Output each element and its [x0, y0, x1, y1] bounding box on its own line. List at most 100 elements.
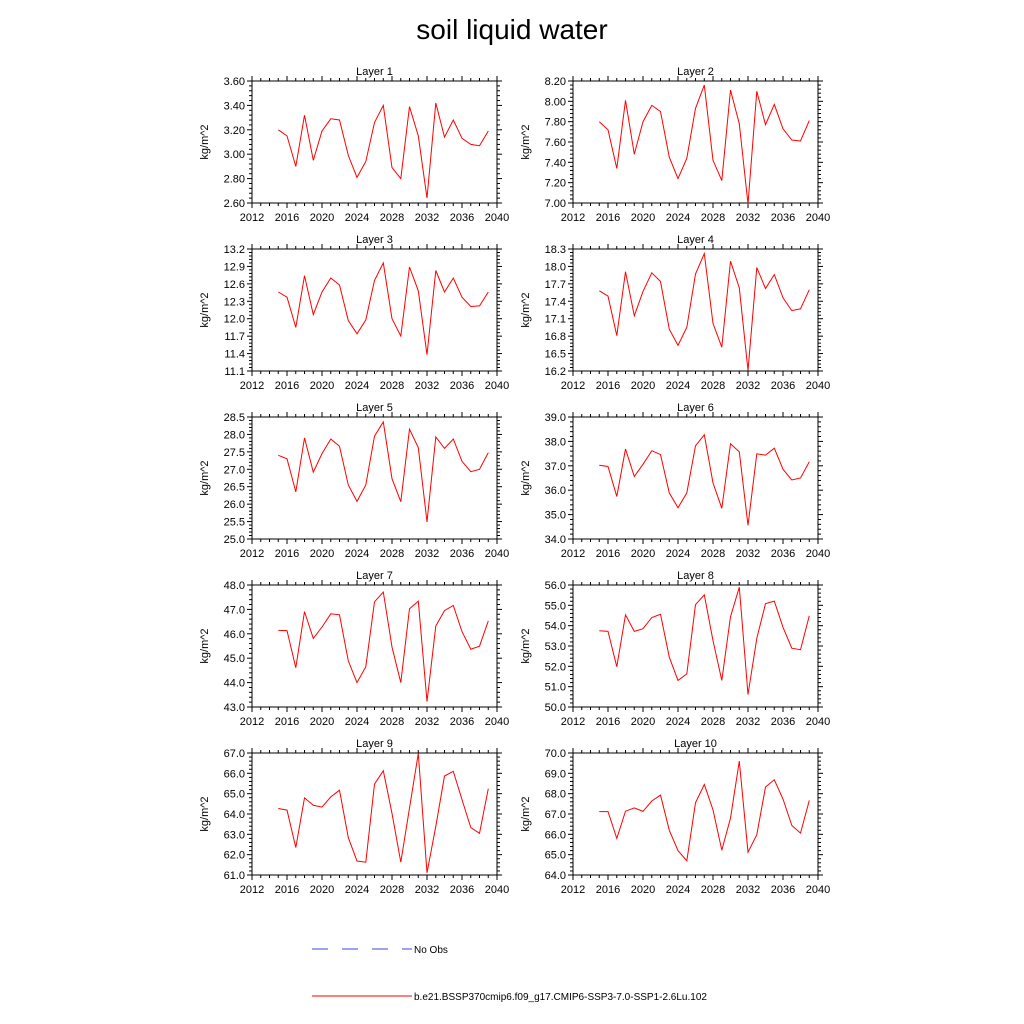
- series-line: [599, 433, 810, 526]
- x-tick-label: 2016: [596, 548, 620, 560]
- y-tick-label: 12.6: [224, 279, 245, 291]
- x-tick-label: 2028: [701, 212, 725, 224]
- x-tick-label: 2012: [240, 884, 264, 896]
- x-tick-label: 2020: [631, 884, 655, 896]
- x-tick-label: 2028: [380, 548, 404, 560]
- x-tick-label: 2040: [806, 212, 830, 224]
- panel-layer-6: Layer 6 2012 2016 2020 2024 2028 2032 2036 2040 3…: [520, 402, 830, 560]
- y-tick-label: 8.20: [545, 76, 566, 88]
- panel-layer-7: Layer 7 2012 2016 2020 2024 2028 2032 2036 2040 4…: [199, 570, 509, 728]
- plot-frame: [251, 248, 498, 372]
- y-tick-label: 7.80: [545, 117, 566, 129]
- y-tick-label: 62.0: [224, 850, 245, 862]
- x-tick-label: 2020: [631, 716, 655, 728]
- legend-model-label: b.e21.BSSP370cmip6.f09_g17.CMIP6-SSP3-7.…: [414, 992, 707, 1003]
- x-tick-label: 2036: [450, 548, 474, 560]
- x-tick-label: 2028: [701, 884, 725, 896]
- panel-title: Layer 10: [674, 738, 717, 750]
- panel-layer-4: Layer 4 2012 2016 2020 2024 2028 2032 2036 2040 1…: [520, 234, 830, 392]
- x-tick-label: 2012: [240, 716, 264, 728]
- panel-layer-8: Layer 8 2012 2016 2020 2024 2028 2032 2036 2040 5…: [520, 570, 830, 728]
- y-tick-label: 2.80: [224, 174, 245, 186]
- x-tick-label: 2032: [415, 548, 439, 560]
- y-tick-label: 51.0: [545, 682, 566, 694]
- x-tick-label: 2032: [415, 884, 439, 896]
- y-tick-label: 46.0: [224, 629, 245, 641]
- y-tick-label: 70.0: [545, 748, 566, 760]
- panel-layer-3: Layer 3 2012 2016 2020 2024 2028 2032 2036 2040 1…: [199, 234, 509, 392]
- x-tick-label: 2016: [596, 884, 620, 896]
- y-tick-label: 64.0: [224, 809, 245, 821]
- series-line: [278, 420, 489, 522]
- x-tick-label: 2036: [771, 380, 795, 392]
- x-tick-label: 2016: [275, 548, 299, 560]
- x-tick-label: 2028: [701, 716, 725, 728]
- x-tick-label: 2020: [631, 212, 655, 224]
- panel-layer-9: Layer 9 2012 2016 2020 2024 2028 2032 2036 2040 6…: [199, 738, 509, 896]
- y-tick-label: 11.1: [224, 366, 245, 378]
- y-tick-label: 66.0: [224, 768, 245, 780]
- plot-frame: [251, 752, 498, 876]
- x-tick-label: 2024: [345, 548, 369, 560]
- y-axis-label: kg/m^2: [520, 628, 532, 663]
- y-tick-label: 7.00: [545, 198, 566, 210]
- x-tick-label: 2012: [240, 548, 264, 560]
- y-tick-label: 17.4: [545, 296, 566, 308]
- y-tick-label: 28.5: [224, 412, 245, 424]
- y-tick-label: 17.1: [545, 314, 566, 326]
- y-tick-label: 65.0: [545, 850, 566, 862]
- x-tick-label: 2040: [806, 548, 830, 560]
- y-axis-label: kg/m^2: [199, 796, 211, 831]
- panel-title: Layer 9: [356, 738, 393, 750]
- series-line: [278, 753, 489, 873]
- x-tick-label: 2032: [736, 212, 760, 224]
- x-tick-label: 2032: [736, 716, 760, 728]
- x-tick-label: 2028: [701, 548, 725, 560]
- y-tick-label: 7.40: [545, 157, 566, 169]
- y-tick-label: 3.60: [224, 76, 245, 88]
- x-tick-label: 2024: [345, 716, 369, 728]
- y-tick-label: 61.0: [224, 870, 245, 882]
- y-tick-label: 11.7: [224, 331, 245, 343]
- y-tick-label: 3.20: [224, 125, 245, 137]
- x-tick-label: 2036: [450, 884, 474, 896]
- y-tick-label: 34.0: [545, 534, 566, 546]
- y-tick-label: 39.0: [545, 412, 566, 424]
- y-tick-label: 48.0: [224, 580, 245, 592]
- x-tick-label: 2020: [310, 212, 334, 224]
- series-line: [599, 761, 810, 862]
- y-tick-label: 38.0: [545, 436, 566, 448]
- series-line: [278, 102, 489, 199]
- x-tick-label: 2016: [275, 212, 299, 224]
- y-tick-label: 52.0: [545, 661, 566, 673]
- panel-grid: Layer 1 2012 2016 2020 2024 2028 2032 2036 2040 2…: [199, 66, 830, 896]
- panel-title: Layer 8: [677, 570, 714, 582]
- y-tick-label: 66.0: [545, 829, 566, 841]
- y-tick-label: 54.0: [545, 621, 566, 633]
- x-tick-label: 2040: [485, 380, 509, 392]
- panel-title: Layer 7: [356, 570, 393, 582]
- x-tick-label: 2012: [561, 380, 585, 392]
- x-tick-label: 2020: [631, 548, 655, 560]
- x-tick-label: 2012: [561, 884, 585, 896]
- y-tick-label: 68.0: [545, 789, 566, 801]
- plot-frame: [572, 248, 819, 372]
- y-tick-label: 12.3: [224, 296, 245, 308]
- panel-layer-2: Layer 2 2012 2016 2020 2024 2028 2032 2036 2040 7…: [520, 66, 830, 224]
- x-tick-label: 2036: [450, 212, 474, 224]
- x-tick-label: 2040: [485, 548, 509, 560]
- x-tick-label: 2036: [450, 380, 474, 392]
- y-axis-label: kg/m^2: [520, 796, 532, 831]
- chart-title: soil liquid water: [416, 14, 607, 45]
- y-tick-label: 16.8: [545, 331, 566, 343]
- plot-frame: [572, 80, 819, 204]
- plot-frame: [572, 584, 819, 708]
- y-tick-label: 37.0: [545, 461, 566, 473]
- y-tick-label: 12.9: [224, 261, 245, 273]
- y-tick-label: 12.0: [224, 314, 245, 326]
- x-tick-label: 2016: [596, 716, 620, 728]
- panel-title: Layer 3: [356, 234, 393, 246]
- x-tick-label: 2032: [736, 884, 760, 896]
- y-tick-label: 44.0: [224, 678, 245, 690]
- series-line: [598, 84, 810, 205]
